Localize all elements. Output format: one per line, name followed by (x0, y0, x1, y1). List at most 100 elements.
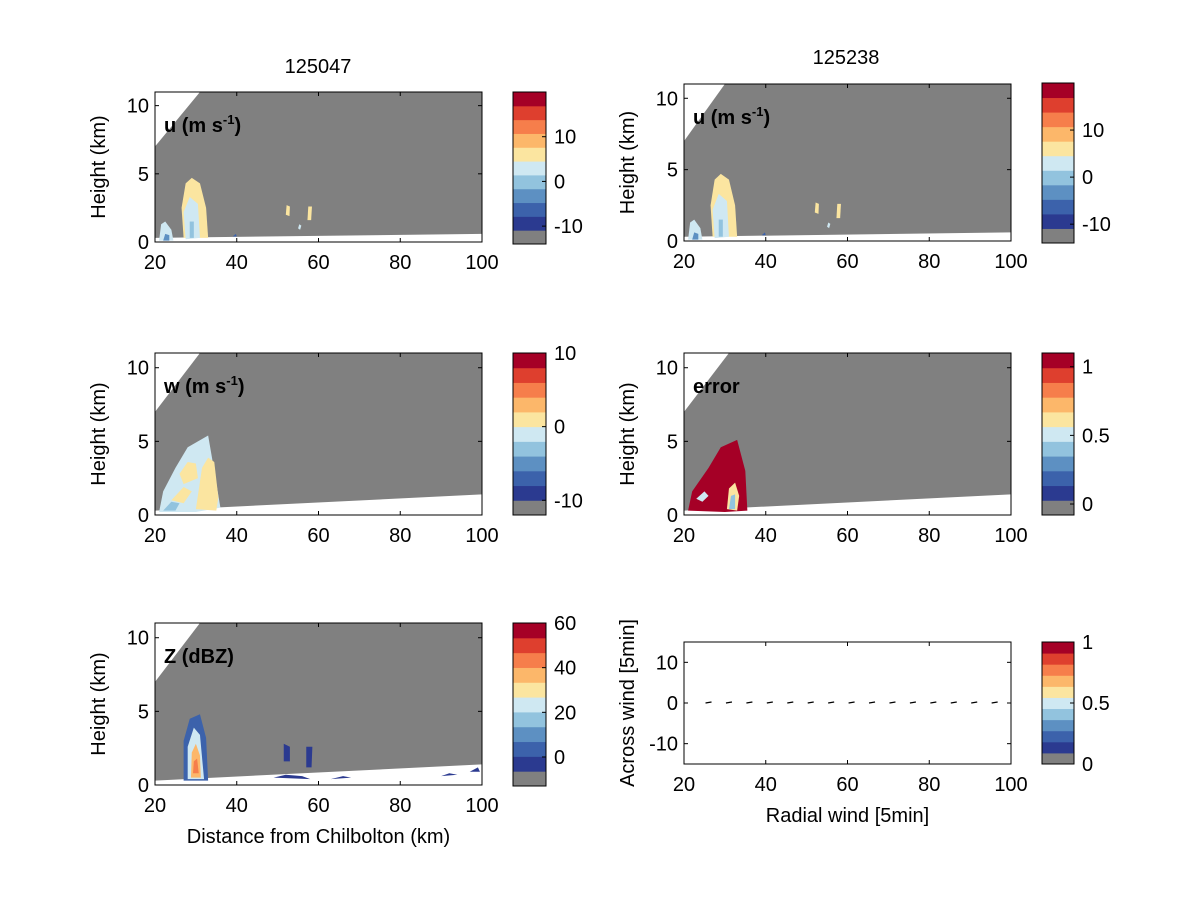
colorbar-segment (513, 441, 546, 457)
y-tick-label: 0 (667, 231, 678, 253)
colorbar-segment (513, 711, 546, 728)
x-tick-label: 40 (226, 252, 248, 274)
colorbar-box (512, 352, 547, 516)
y-axis-label: Height (km) (88, 115, 110, 218)
colorbar-tick-label: 10 (554, 127, 576, 149)
colorbar-segment (1042, 97, 1074, 113)
data-patch (232, 233, 237, 237)
y-tick-label: 5 (138, 431, 149, 453)
x-tick-label: 100 (994, 525, 1027, 547)
wind-vector-mark (971, 701, 978, 704)
colorbar-segment (1042, 83, 1074, 99)
left-column-title: 125047 (285, 56, 352, 78)
colorbar-tick-label: 40 (554, 658, 576, 680)
wind-vector-mark (930, 701, 937, 704)
panel-label: error (693, 376, 740, 398)
x-tick-label: 80 (918, 525, 940, 547)
colorbar-box (512, 622, 547, 787)
colorbar-box (1041, 82, 1075, 244)
data-patch (718, 219, 723, 237)
colorbar-segment (1042, 353, 1074, 369)
colorbar-segment (1042, 730, 1074, 743)
colorbar-segment (1042, 642, 1074, 654)
colorbar-segment (1042, 199, 1074, 215)
colorbar-tick-label: 0 (554, 171, 565, 193)
colorbar-segment (1042, 184, 1074, 200)
wind-vector-mark (746, 701, 753, 704)
data-patch (189, 221, 194, 238)
x-tick-label: 60 (307, 252, 329, 274)
colorbar-tick-label: -10 (554, 490, 583, 512)
colorbar-segment (513, 411, 546, 428)
x-axis-label: Distance from Chilbolton (km) (187, 826, 450, 848)
colorbar-tick-label: 0.5 (1082, 693, 1110, 715)
x-tick-label: 20 (144, 252, 166, 274)
x-tick-label: 100 (994, 251, 1027, 273)
data-patch (696, 491, 709, 502)
x-tick-label: 40 (755, 525, 777, 547)
colorbar-segment (1042, 397, 1074, 413)
colorbar-segment (513, 652, 546, 668)
colorbar-segment (513, 202, 546, 217)
x-tick-label: 20 (673, 525, 695, 547)
x-tick-label: 20 (144, 525, 166, 547)
colorbar-tick-label: -10 (1082, 214, 1111, 236)
no-data-region (684, 353, 1011, 511)
colorbar-segment (1042, 485, 1074, 501)
x-tick-label: 60 (836, 525, 858, 547)
x-tick-label: 80 (918, 251, 940, 273)
x-tick-label: 100 (465, 795, 498, 817)
no-data-region (155, 353, 482, 511)
data-patch (163, 501, 180, 511)
colorbar-segment (513, 426, 546, 442)
data-patch (273, 774, 311, 780)
y-tick-label: 0 (667, 693, 678, 715)
y-tick-label: 5 (138, 164, 149, 186)
data-patch (469, 767, 480, 772)
wind-vector-mark (868, 701, 876, 704)
colorbar-segment (1042, 456, 1074, 472)
colorbar-segment (1042, 686, 1074, 698)
y-tick-label: 10 (656, 358, 678, 380)
colorbar-segment (1042, 426, 1074, 442)
data-patch (193, 758, 199, 774)
panel-z-125047: 20 40 60 80 100 0 5 10 Z (dBZ) Height (km) Distanc… (88, 613, 576, 848)
colorbar-segment (1042, 170, 1074, 186)
colorbar-segment (513, 188, 546, 204)
colorbar-tick-label: 0 (1082, 494, 1093, 516)
data-patch (283, 743, 290, 762)
colorbar-segment (513, 637, 546, 654)
data-patch (692, 232, 699, 240)
x-tick-label: 100 (994, 774, 1027, 796)
colorbar-segment (513, 92, 546, 107)
colorbar-tick-label: 0 (1082, 167, 1093, 189)
y-tick-label: 0 (138, 505, 149, 527)
colorbar-segment (513, 667, 546, 683)
colorbar-segment (1042, 741, 1074, 754)
colorbar-segment (1042, 441, 1074, 457)
y-tick-label: 5 (667, 160, 678, 182)
x-tick-label: 80 (389, 795, 411, 817)
data-patch (836, 203, 841, 219)
wind-vector-mark (725, 701, 733, 704)
y-tick-label: 10 (127, 628, 149, 650)
colorbar-segment (513, 682, 546, 698)
colorbar-segment (1042, 155, 1074, 171)
colorbar-segment (513, 382, 546, 398)
right-column-title: 125238 (813, 47, 880, 69)
wind-vector-mark (991, 701, 998, 704)
x-tick-label: 40 (755, 774, 777, 796)
x-tick-label: 20 (144, 795, 166, 817)
y-axis-label: Height (km) (617, 382, 639, 485)
colorbar-segment (513, 456, 546, 472)
x-tick-label: 80 (389, 252, 411, 274)
y-tick-label: 5 (667, 431, 678, 453)
y-tick-label: 0 (138, 232, 149, 254)
data-patch (171, 487, 192, 504)
x-tick-label: 40 (755, 251, 777, 273)
colorbar-segment (513, 485, 546, 501)
colorbar-segment (1042, 141, 1074, 157)
colorbar-segment (513, 230, 546, 245)
